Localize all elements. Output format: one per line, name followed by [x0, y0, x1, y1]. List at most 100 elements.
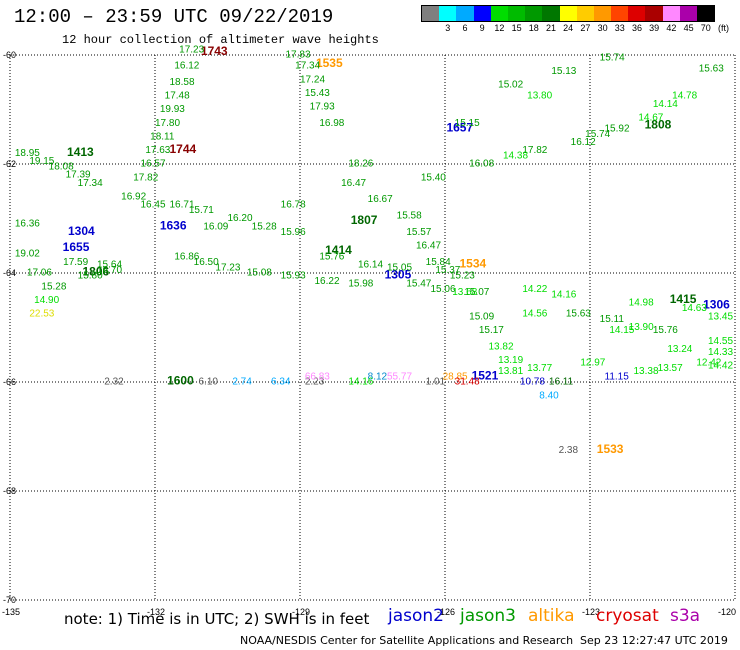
- wave-height-label: 15.47: [406, 279, 431, 290]
- legend-tick-label: 70: [700, 23, 711, 33]
- lon-tick-label: -126: [437, 607, 455, 617]
- legend-swatch: [593, 6, 612, 21]
- legend-tick-label: 12: [494, 23, 505, 33]
- wave-height-label: 6.10: [199, 377, 219, 388]
- wave-height-label: 17.63: [145, 145, 170, 156]
- satellite-label-s3a: s3a: [670, 606, 701, 626]
- legend-swatch: [662, 6, 680, 21]
- lon-tick-label: -135: [2, 607, 20, 617]
- wave-height-label: 16.86: [174, 251, 199, 262]
- legend-tick-label: 39: [649, 23, 660, 33]
- wave-height-label: 13.80: [527, 91, 552, 102]
- wave-height-label: 15.13: [551, 66, 576, 77]
- wave-height-label: 14.67: [638, 112, 663, 123]
- map-subtitle: 12 hour collection of altimeter wave hei…: [62, 33, 379, 47]
- wave-height-label: 15.93: [281, 270, 306, 281]
- wave-height-label: 15.15: [455, 118, 480, 129]
- legend-tick-label: 15: [511, 23, 522, 33]
- wave-height-label: 13.45: [708, 311, 733, 322]
- lat-tick-label: -64: [3, 268, 16, 278]
- wave-height-label: 16.98: [319, 118, 344, 129]
- wave-height-label: 14.22: [522, 284, 547, 295]
- pass-time-label: 1655: [63, 240, 90, 254]
- wave-height-label: 14.15: [609, 325, 634, 336]
- wave-height-label: 19.93: [160, 104, 185, 115]
- wave-height-label: 2.23: [305, 377, 325, 388]
- legend-swatch: [628, 6, 646, 21]
- wave-height-label: 13.68: [452, 287, 477, 298]
- wave-height-label: 8.12: [368, 371, 388, 382]
- map-title: 12:00 – 23:59 UTC 09/22/2019: [14, 6, 334, 28]
- wave-height-label: 18.26: [348, 159, 373, 170]
- wave-height-label: 10.78: [520, 377, 545, 388]
- wave-height-label: 16.70: [97, 265, 122, 276]
- pass-time-label: 1415: [670, 292, 697, 306]
- wave-height-label: 14.78: [672, 91, 697, 102]
- wave-height-label: 15.28: [41, 281, 66, 292]
- satellite-label-cryosat: cryosat: [596, 606, 659, 626]
- wave-height-label: 15.05: [387, 262, 412, 273]
- pass-time-label: 1306: [703, 297, 730, 311]
- legend-swatch: [697, 6, 715, 21]
- satellite-label-jason2: jason2: [388, 606, 444, 626]
- pass-time-label: 1600: [167, 374, 194, 388]
- pass-time-label: 1521: [472, 368, 499, 382]
- legend-swatch: [507, 6, 526, 21]
- legend-swatch: [473, 6, 491, 21]
- pass-time-label: 1413: [67, 145, 94, 159]
- wave-height-label: 14.33: [708, 347, 733, 358]
- lon-tick-label: -132: [147, 607, 165, 617]
- wave-height-label: 16.11: [549, 377, 574, 388]
- lat-tick-label: -62: [3, 159, 16, 169]
- wave-height-label: 16.78: [281, 200, 306, 211]
- wave-height-label: 13.19: [498, 355, 523, 366]
- lon-tick-label: -123: [582, 607, 600, 617]
- legend-tick-label: 30: [597, 23, 608, 33]
- wave-height-label: 15.92: [605, 123, 630, 134]
- wave-height-label: 17.83: [286, 50, 311, 61]
- wave-height-label: 2.38: [559, 445, 579, 456]
- wave-height-label: 16.57: [141, 159, 166, 170]
- wave-height-label: 12.42: [696, 358, 721, 369]
- legend-swatch: [525, 6, 543, 21]
- wave-height-label: 13.57: [658, 363, 683, 374]
- legend-swatch: [679, 6, 697, 21]
- legend-unit-label: (ft): [718, 23, 729, 33]
- lat-tick-label: -66: [3, 377, 16, 387]
- wave-height-label: 15.08: [247, 268, 272, 279]
- wave-height-label: 19.02: [15, 249, 40, 260]
- pass-time-label: 1304: [68, 224, 95, 238]
- wave-height-label: 15.37: [435, 265, 460, 276]
- wave-height-label: 13.82: [489, 341, 514, 352]
- wave-height-label: 16.22: [315, 276, 340, 287]
- pass-time-label: 1533: [597, 442, 624, 456]
- wave-height-label: 15.76: [653, 325, 678, 336]
- wave-height-label: 15.02: [498, 80, 523, 91]
- wave-height-label: 66.83: [305, 371, 330, 382]
- wave-height-label: 15.06: [431, 284, 456, 295]
- lon-tick-label: -129: [292, 607, 310, 617]
- wave-height-label: 14.16: [348, 377, 373, 388]
- wave-height-label: 13.90: [629, 322, 654, 333]
- wave-height-label: 16.36: [15, 219, 40, 230]
- wave-height-label: 15.74: [585, 129, 610, 140]
- wave-height-label: 16.12: [571, 137, 596, 148]
- wave-height-color-legend: [421, 5, 716, 22]
- wave-height-label: 14.63: [682, 303, 707, 314]
- pass-time-label: 1535: [316, 56, 343, 70]
- wave-height-label: 28.85: [443, 371, 468, 382]
- legend-tick-label: 21: [545, 23, 557, 33]
- lon-tick-label: -120: [718, 607, 736, 617]
- wave-height-label: 15.57: [406, 227, 431, 238]
- wave-height-label: 15.96: [281, 227, 306, 238]
- legend-tick-label: 18: [528, 23, 539, 33]
- wave-height-label: 16.50: [194, 257, 219, 268]
- pass-time-label: 1305: [385, 267, 412, 281]
- wave-height-label: 15.63: [699, 63, 724, 74]
- wave-height-label: 16.20: [228, 213, 253, 224]
- legend-swatch: [490, 6, 508, 21]
- credit-text: NOAA/NESDIS Center for Satellite Applica…: [240, 634, 574, 647]
- wave-height-label: 16.92: [121, 191, 146, 202]
- legend-tick-label: 36: [631, 23, 643, 33]
